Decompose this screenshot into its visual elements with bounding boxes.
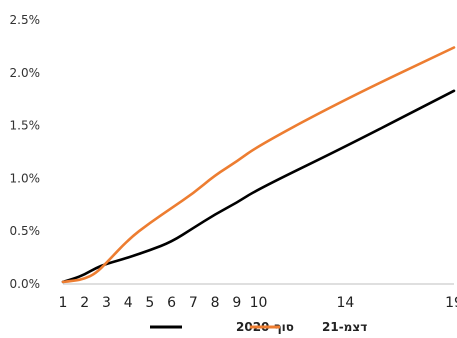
x-tick-label: 6	[167, 295, 176, 311]
series-line-0	[61, 89, 456, 284]
x-tick-label: 1	[59, 295, 68, 311]
series-line-1	[61, 46, 456, 284]
x-tick-label: 5	[145, 295, 154, 311]
y-tick-label: 1.5%	[10, 119, 41, 133]
legend: סוף 2020 דצמ-21	[150, 320, 367, 334]
y-tick-label: 2.5%	[10, 13, 41, 27]
x-tick-label: 2	[80, 295, 89, 311]
y-tick-label: 0.5%	[10, 224, 41, 238]
y-tick-label: 2.0%	[10, 66, 41, 80]
series-layer	[61, 46, 456, 284]
x-tick-label: 14	[336, 295, 354, 311]
x-tick-label: 8	[211, 295, 220, 311]
x-tick-label: 4	[124, 295, 133, 311]
legend-label-1: דצמ-21	[322, 320, 367, 334]
x-tick-label: 19	[445, 295, 457, 311]
y-tick-label: 0.0%	[10, 277, 41, 291]
y-axis: 0.0% 0.5% 1.0% 1.5% 2.0% 2.5%	[10, 13, 41, 291]
x-tick-label: 7	[189, 295, 198, 311]
x-tick-label: 10	[250, 295, 268, 311]
x-tick-label: 3	[102, 295, 111, 311]
y-tick-label: 1.0%	[10, 171, 41, 185]
x-tick-label: 9	[232, 295, 241, 311]
